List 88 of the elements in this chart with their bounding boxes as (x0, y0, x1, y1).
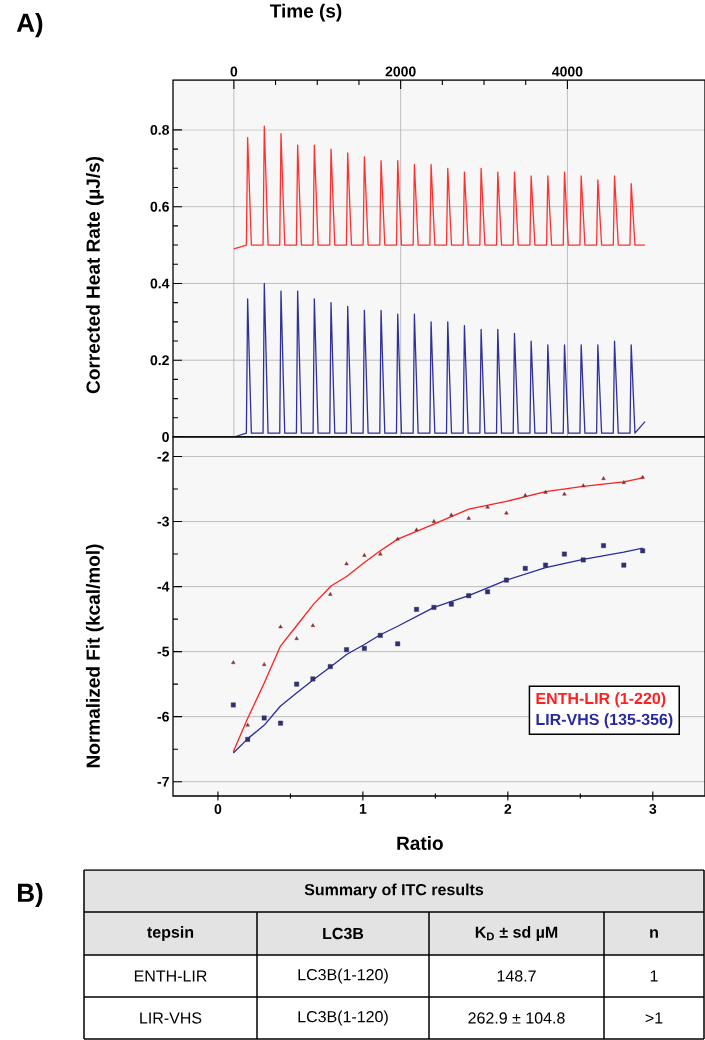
y-tick-label: -4 (157, 581, 170, 592)
x-tick-label: 1 (359, 804, 367, 814)
point (522, 565, 528, 571)
point (504, 577, 509, 583)
point (230, 702, 236, 708)
point (245, 722, 250, 727)
point (543, 489, 548, 494)
point (395, 641, 401, 647)
y-axis-title: Corrected Heat Rate (µJ/s) (85, 156, 104, 394)
point (294, 636, 299, 640)
point (262, 662, 267, 666)
text: LIR-VHS (140, 1012, 202, 1024)
point (640, 548, 646, 554)
y-tick-label: 0.6 (150, 201, 169, 212)
y-axis-title: Normalized Fit (kcal/mol) (85, 544, 104, 768)
text: tepsin (147, 926, 194, 941)
y-tick-label: -3 (157, 516, 169, 527)
point (344, 561, 349, 566)
point (621, 562, 627, 568)
y-tick-label: 0.8 (150, 124, 170, 135)
x-tick-label: 3 (649, 804, 657, 814)
text: A) (16, 12, 43, 38)
text: 148.7 (497, 970, 536, 982)
text: n (650, 929, 658, 938)
x-axis-title: Time (s) (269, 3, 342, 22)
x-tick-label: 2 (504, 804, 512, 814)
text: K$_{D}$ ± sd µM (475, 926, 558, 941)
x-tick-label: 4000 (552, 66, 583, 77)
text: 1 (650, 970, 658, 982)
x-tick-label: 0 (230, 66, 238, 77)
point (601, 476, 606, 480)
point (414, 527, 419, 532)
point (362, 552, 367, 557)
y-tick-label: -6 (157, 711, 169, 722)
point (449, 512, 454, 517)
point (562, 491, 567, 496)
text: ENTH-LIR (134, 970, 207, 982)
point (231, 660, 236, 664)
point (261, 715, 267, 721)
point (640, 474, 645, 479)
text: ENTH-LIR (1-220) (536, 692, 666, 708)
point (310, 623, 315, 627)
y-tick-label: -2 (157, 451, 169, 462)
point (377, 632, 383, 638)
point (485, 504, 490, 509)
x-tick-label: 0 (214, 804, 222, 814)
point (278, 624, 283, 629)
x-tick-label: 2000 (385, 66, 416, 77)
point (523, 493, 528, 497)
point (466, 515, 471, 520)
point (310, 676, 316, 682)
point (327, 664, 333, 669)
text: LIR-VHS (135-356) (536, 713, 673, 729)
point (414, 606, 419, 612)
text: B) (18, 882, 43, 908)
point (543, 562, 548, 568)
point (245, 737, 251, 742)
y-tick-label: 0.4 (150, 278, 170, 289)
text: LC3B(1-120) (298, 968, 388, 984)
point (361, 645, 367, 651)
text: LC3B(1-120) (298, 1010, 388, 1026)
text: Summary of ITC results (304, 883, 484, 899)
y-tick-label: 0 (162, 432, 169, 442)
point (378, 551, 383, 556)
point (431, 519, 437, 523)
line-series (233, 125, 646, 250)
point (621, 480, 626, 484)
point (294, 681, 300, 687)
point (601, 543, 606, 549)
point (278, 720, 283, 726)
point (581, 483, 586, 488)
y-tick-label: -7 (157, 776, 169, 787)
y-tick-label: 0.2 (150, 355, 169, 366)
text: LC3B (323, 927, 364, 940)
point (466, 593, 472, 599)
point (431, 605, 437, 610)
point (485, 589, 490, 595)
x-axis-title: Ratio (397, 836, 443, 851)
text: >1 (645, 1012, 663, 1024)
point (504, 510, 509, 515)
point (395, 536, 400, 541)
point (580, 557, 586, 563)
text: 262.9 ± 104.8 (468, 1012, 565, 1024)
point (344, 647, 349, 653)
point (328, 591, 333, 596)
point (561, 551, 567, 557)
point (448, 601, 454, 607)
y-tick-label: -5 (157, 646, 170, 657)
